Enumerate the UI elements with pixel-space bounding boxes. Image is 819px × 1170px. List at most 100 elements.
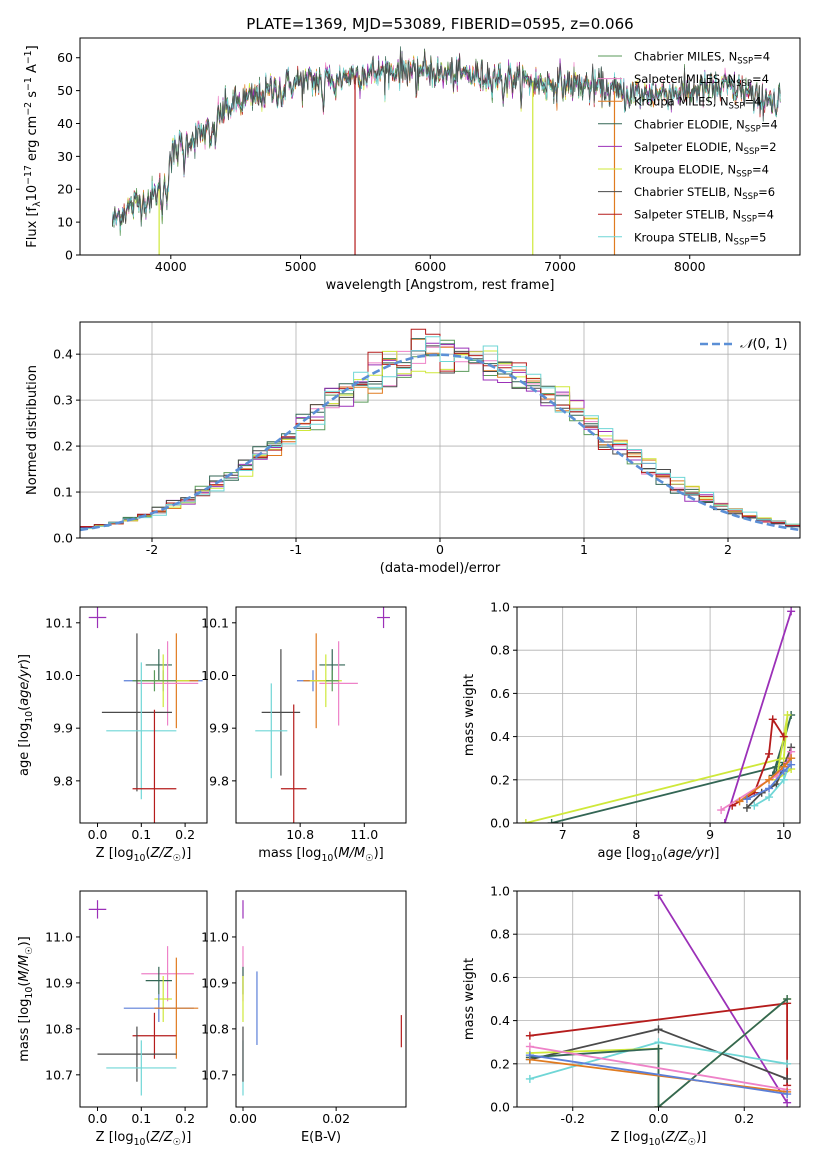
y-tick-label: 10.8 [201,1021,229,1036]
x-axis-label: (data-model)/error [380,561,501,576]
legend-label: Kroupa STELIB, N [634,230,734,244]
y-tick-label: 0.4 [490,1013,510,1028]
legend-entry: Salpeter ELODIE, NSSP=2 [634,140,777,157]
x-tick-label: -0.2 [561,1111,585,1126]
label-part: age/yr [17,662,32,705]
x-axis-label: Z [log10(Z/Z☉)] [96,846,192,864]
label-part: ☉ [24,946,35,954]
y-tick-label: 9.8 [209,773,229,788]
legend-label: Chabrier STELIB, N [634,185,742,199]
weight-line [657,894,788,1104]
legend-count: =4 [752,72,769,86]
y-tick-label: 9.9 [53,721,73,736]
label-part: )] [374,846,384,861]
legend-count: =2 [760,140,777,154]
figure-title: PLATE=1369, MJD=53089, FIBERID=0595, z=0… [246,15,633,33]
label-part: ( [661,1130,666,1145]
legend-count: =4 [753,50,770,64]
x-tick-label: 0.00 [229,1111,257,1126]
legend-entry: Salpeter STELIB, NSSP=4 [634,208,774,225]
label-part: ☉ [173,853,181,864]
label-part: 10 [25,185,40,202]
x-tick-label: 0.02 [322,1111,350,1126]
legend-label: Kroupa ELODIE, N [634,163,736,177]
y-tick-label: 0.4 [490,729,510,744]
y-tick-label: 0.6 [490,686,510,701]
panel-age_vs_mass: 10.8 11.0 9.8 9.9 10.0 10.1 mass [log10(M/M☉)] [201,606,407,864]
legend-label: Salpeter STELIB, N [634,208,741,222]
legend-count: =4 [761,117,778,131]
panel-weights_vs_Z: -0.2 0.0 0.2 0.0 0.2 0.4 0.6 0.8 1.0 Z [log10(Z/Z… [462,884,801,1148]
x-tick-label: 0.2 [734,1111,754,1126]
label-part: erg cm [25,116,40,165]
y-tick-label: 0.2 [490,772,510,787]
legend-count: =6 [758,185,775,199]
label-part: age/yr [668,846,711,861]
label-part: Z [log [96,1130,134,1145]
legend-label: Chabrier MILES, N [634,50,737,64]
y-tick-label: 0.8 [490,643,510,658]
panel-spectrum: 4000 5000 6000 7000 8000 0 10 20 30 40 50 60 wavelen… [23,37,801,293]
label-part: A [25,64,40,77]
label-part: s [25,91,40,102]
label-part: 10 [24,987,35,999]
label-part: )] [17,654,32,664]
label-part: ( [663,846,668,861]
legend-sub: SSP [736,170,752,180]
y-tick-label: 10.9 [45,975,73,990]
legend-entry: Chabrier ELODIE, NSSP=4 [634,117,778,134]
axes-frame [235,606,407,824]
legend-count: =4 [757,208,774,222]
spectrum-line [112,50,781,227]
axes-frame [235,890,407,1108]
legend-sub: SSP [741,215,757,225]
legend-sub: SSP [736,79,752,89]
x-tick-label: 2 [724,542,732,557]
normal-curve [80,353,800,532]
legend-entry: 𝒩(0, 1) [740,337,787,352]
legend-label: Salpeter MILES, N [634,72,736,86]
legend-entry: Chabrier MILES, NSSP=4 [634,50,770,67]
x-axis-label: E(B-V) [301,1130,341,1145]
y-tick-label: 10.8 [45,1021,73,1036]
plot-area [525,891,792,1107]
plot-area [88,607,203,823]
x-tick-label: 9 [706,827,714,842]
label-part: ] [25,45,40,50]
label-part: Z/Z [150,846,174,861]
y-tick-label: 10.0 [45,668,73,683]
label-part: )] [181,846,191,861]
y-tick-label: 20 [57,182,73,197]
y-tick-label: 1.0 [490,884,510,899]
x-tick-label: 11.0 [350,827,378,842]
y-tick-label: 40 [57,116,73,131]
legend-entry: Kroupa STELIB, NSSP=5 [634,230,766,247]
legend-entry: Kroupa MILES, NSSP=4 [634,95,761,112]
y-tick-label: 30 [57,149,73,164]
label-part: Z [log [611,1130,649,1145]
y-tick-label: 10.0 [201,668,229,683]
y-tick-label: 0.0 [53,531,73,546]
y-axis-label: mass [log10(M/M☉)] [17,936,35,1062]
legend-label: Kroupa MILES, N [634,95,729,109]
label-part: ☉ [173,1137,181,1148]
x-tick-label: 0.1 [131,827,151,842]
label-part: Flux [f [25,206,40,247]
label-part: −17 [23,165,34,185]
label-part: )] [17,936,32,946]
label-part: age [log [17,723,32,776]
legend-count: =4 [744,95,761,109]
panel-age_vs_Z: 0.0 0.1 0.29.89.910.010.1Z [log10(Z/Z☉)]ag… [17,606,208,864]
x-tick-label: 6000 [414,259,446,274]
x-tick-label: 4000 [155,259,187,274]
y-tick-label: 9.9 [209,721,229,736]
label-part: 10 [651,853,663,864]
y-axis-label: mass weight [462,674,477,756]
label-part: Z/Z [665,1130,689,1145]
label-part: 10 [24,711,35,723]
weight-line [746,764,792,801]
y-tick-label: 10.1 [45,615,73,630]
label-part: ( [146,846,151,861]
y-tick-label: 0.3 [53,393,73,408]
